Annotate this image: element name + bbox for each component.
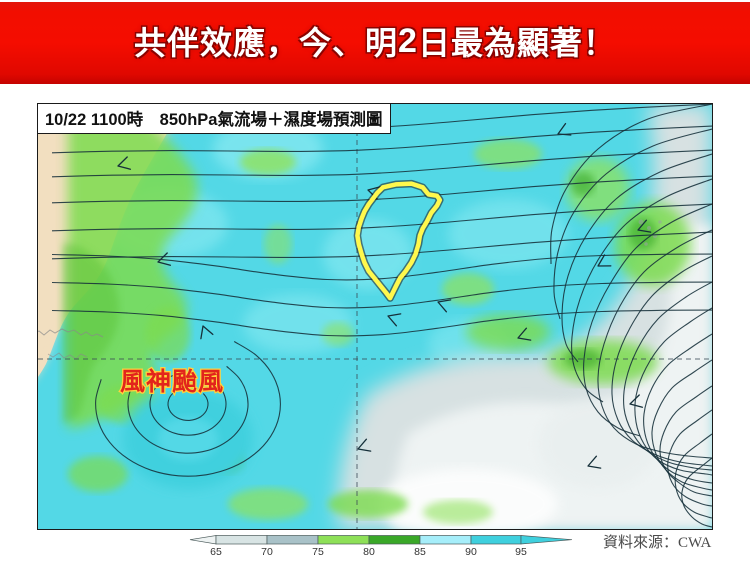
svg-text:風神颱風: 風神颱風 bbox=[120, 368, 224, 396]
svg-text:80: 80 bbox=[363, 546, 375, 558]
svg-text:90: 90 bbox=[465, 546, 477, 558]
svg-text:75: 75 bbox=[312, 546, 324, 558]
svg-text:65: 65 bbox=[210, 546, 222, 558]
svg-text:70: 70 bbox=[261, 546, 273, 558]
svg-text:95: 95 bbox=[515, 546, 527, 558]
svg-text:85: 85 bbox=[414, 546, 426, 558]
